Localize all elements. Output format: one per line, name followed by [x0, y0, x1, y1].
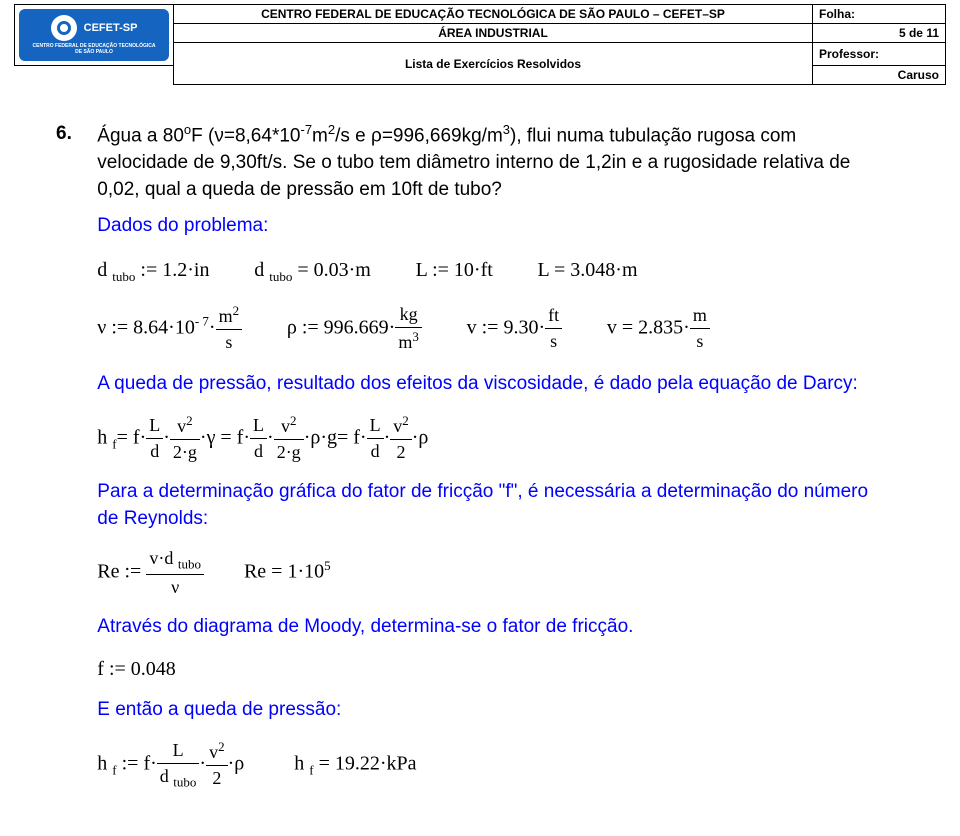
rho-dm: m [398, 332, 412, 352]
header-org: CENTRO FEDERAL DE EDUCAÇÃO TECNOLÓGICA D… [174, 5, 813, 24]
hf2-l: h [97, 752, 112, 774]
q-e1: -7 [300, 122, 312, 137]
rho-l: ρ := 996.669· [287, 316, 395, 338]
hf2-vs: 2 [218, 739, 225, 754]
hf2-rho: ·ρ [228, 752, 245, 774]
q-p4: /s e ρ=996,669kg/m [335, 125, 503, 146]
rho-n: kg [395, 302, 422, 328]
re-v: Re = 1·10 [244, 561, 324, 583]
logo-cell: CEFET-SP CENTRO FEDERAL DE EDUCAÇÃO TECN… [15, 5, 174, 66]
hf2-L: L [157, 738, 200, 764]
nu-n: m [219, 306, 233, 326]
v-assign: v := 9.30·fts [467, 303, 563, 354]
document-header: CEFET-SP CENTRO FEDERAL DE EDUCAÇÃO TECN… [14, 4, 946, 85]
darcy-intro: A queda de pressão, resultado dos efeito… [97, 371, 887, 398]
L-assign: L := 10·ft [416, 256, 493, 284]
final-label: E então a queda de pressão: [97, 697, 887, 724]
q-p3: m [312, 125, 328, 146]
re-ns: tubo [178, 557, 201, 572]
logo-subtitle: CENTRO FEDERAL DE EDUCAÇÃO TECNOLÓGICA D… [29, 43, 159, 55]
darcy-equation: h f= f·Ld·v22·g·γ = f·Ld·v22·g·ρ·g= f·Ld… [97, 412, 887, 465]
dt-a: d [97, 259, 112, 281]
hf2-d: d [160, 766, 174, 786]
nu-expr: ν := 8.64·10- 7·m2s [97, 302, 242, 355]
v-vn: m [690, 303, 710, 329]
d-tubo-2: d tubo = 0.03·m [254, 256, 371, 286]
reynolds-intro: Para a determinação gráfica do fator de … [97, 479, 887, 532]
v-value: v = 2.835·ms [607, 303, 710, 354]
folha-value: 5 de 11 [813, 24, 946, 43]
dt-a2: d [254, 259, 269, 281]
data-row-1: d tubo := 1.2·in d tubo = 0.03·m L := 10… [97, 256, 887, 286]
rho-ds: 3 [412, 329, 419, 344]
L-value: L = 3.048·m [538, 256, 638, 284]
hf2-v: v [209, 742, 218, 762]
dt-v2: = 0.03·m [292, 259, 371, 281]
nu-ns: 2 [233, 303, 240, 318]
re-vs: 5 [324, 558, 331, 573]
question-text: Água a 80oF (ν=8,64*10-7m2/s e ρ=996,669… [97, 121, 887, 806]
folha-label: Folha: [813, 5, 946, 24]
logo: CEFET-SP CENTRO FEDERAL DE EDUCAÇÃO TECN… [19, 9, 169, 61]
gear-icon [51, 15, 77, 41]
professor-label: Professor: [813, 43, 946, 66]
nu-d: s [216, 330, 243, 355]
dt-v1: := 1.2·in [135, 259, 209, 281]
hf-s: f [112, 436, 116, 451]
logo-main: CEFET-SP [84, 22, 138, 34]
dados-label: Dados do problema: [97, 213, 887, 240]
hf2-a: := f· [117, 752, 157, 774]
dt-s: tubo [112, 269, 135, 284]
hf3-r: = 19.22·kPa [314, 752, 417, 774]
q-p2: F (ν=8,64*10 [191, 125, 300, 146]
q-p1: Água a 80 [97, 125, 184, 146]
nu-l: ν := 8.64·10 [97, 316, 195, 338]
hf3-l: h [294, 752, 309, 774]
reynolds-equation: Re := v·d tubo ν Re = 1·105 [97, 546, 887, 600]
hf2-ds: tubo [173, 774, 196, 789]
v-n: ft [545, 303, 562, 329]
data-row-2: ν := 8.64·10- 7·m2s ρ := 996.669·kgm3 v … [97, 302, 887, 355]
f-value: f := 0.048 [97, 655, 887, 683]
d-tubo-1: d tubo := 1.2·in [97, 256, 209, 286]
v-v: v = 2.835· [607, 316, 690, 338]
hf2-2: 2 [206, 766, 228, 791]
hf-l: h [97, 426, 112, 448]
header-area: ÁREA INDUSTRIAL [174, 24, 813, 43]
dt-s2: tubo [269, 269, 292, 284]
rho-expr: ρ := 996.669·kg m3 [287, 302, 422, 355]
document-body: 6. Água a 80oF (ν=8,64*10-7m2/s e ρ=996,… [0, 85, 960, 806]
moody-text: Através do diagrama de Moody, determina-… [97, 614, 887, 641]
re-n: v·d [149, 548, 178, 568]
re-l: Re := [97, 561, 146, 583]
v-vd: s [690, 329, 710, 354]
re-d: ν [146, 575, 204, 600]
professor-value: Caruso [813, 66, 946, 85]
header-doc-title: Lista de Exercícios Resolvidos [174, 43, 813, 85]
question-number: 6. [56, 121, 92, 148]
final-equation: h f := f·Ld tubo·v22·ρ h f = 19.22·kPa [97, 738, 887, 792]
nu-e: - 7 [195, 314, 209, 329]
v-a: v := 9.30· [467, 316, 546, 338]
q-e3: 3 [503, 122, 510, 137]
v-d: s [545, 329, 562, 354]
